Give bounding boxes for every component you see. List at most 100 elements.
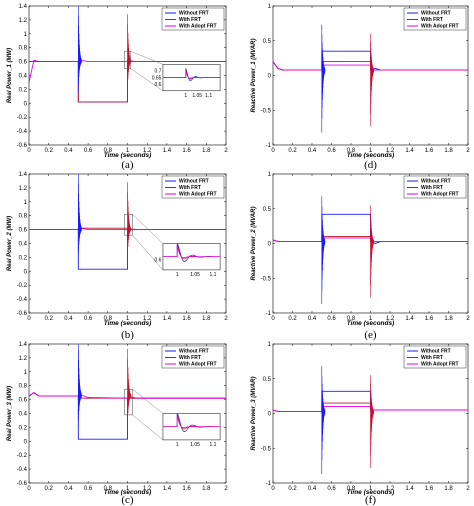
x-tick-label: 0.4 [308,316,317,322]
transient-burst [78,344,82,428]
inset-x-tick-label: 1.05 [192,93,202,99]
x-axis-label: Time (seconds) [104,489,152,496]
x-axis-label: Time (seconds) [347,320,395,327]
y-tick-label: 0.4 [19,242,28,248]
panel-label: (d) [364,159,377,171]
panel-label: (e) [364,329,377,341]
legend-entry: With Adopt FRT [179,362,217,368]
series-line-with-adopt-frt [273,237,468,242]
zoom-connector [132,389,164,414]
series-group [29,344,226,440]
series-line-with-adopt-frt [273,406,468,412]
series-line-with-adopt-frt [273,61,468,71]
y-tick-label: 0.6 [19,60,28,66]
x-tick-label: 1.4 [405,148,414,154]
x-tick-label: 0.6 [327,316,336,322]
x-tick-label: 1 [126,486,130,492]
y-tick-label: -1 [266,143,272,149]
series-group [29,174,226,270]
legend-entry: With FRT [179,355,201,361]
chart-panel-a: 0 0.2 0.4 0.6 0.8 1 1.2 1.4 1.6 1.8 2 -0.6 -0.4 -0.2 0… [7,4,228,171]
x-tick-label: 0.2 [45,148,54,154]
y-tick-label: 0.8 [19,46,28,52]
y-tick-label: 0 [24,101,28,107]
y-tick-label: -0.4 [17,467,28,473]
y-tick-label: -0.6 [17,143,28,149]
y-tick-label: 0.5 [263,207,272,213]
y-tick-label: 0 [24,269,28,275]
y-tick-label: 1.4 [19,172,28,178]
x-tick-label: 0.8 [347,486,356,492]
x-tick-label: 0.8 [347,148,356,154]
x-tick-label: 2 [224,486,228,492]
y-tick-label: -0.6 [17,311,28,317]
x-tick-label: 0 [27,148,31,154]
zoom-connector [130,68,164,91]
y-axis-label: Real Power_2 (MW) [7,216,13,271]
legend-entry: Without FRT [179,179,209,185]
legend-box [403,345,467,369]
series-group [273,196,468,304]
legend-entry: With FRT [421,17,443,23]
chart-panel-f: 0 0.2 0.4 0.6 0.8 1 1.2 1.4 1.6 1.8 2 -1 -0.5 0 0.5 1 Re… [251,342,470,506]
series-group [273,366,468,474]
chart-panel-d: 0 0.2 0.4 0.6 0.8 1 1.2 1.4 1.6 1.8 2 -1 -0.5 0 0.5 1 Re… [251,4,470,171]
inset-x-tick-label: 1 [176,272,179,278]
x-tick-label: 1.8 [202,316,211,322]
y-tick-label: -0.2 [17,115,28,121]
y-tick-label: -1 [266,311,272,317]
legend-entry: Without FRT [179,349,209,355]
legend-entry: Without FRT [421,349,451,355]
y-tick-label: 0 [268,242,272,248]
series-line-with-adopt-frt [29,392,226,399]
x-tick-label: 1.2 [143,486,152,492]
transient-burst [127,348,131,425]
inset-y-tick-label: 0.6 [155,257,162,263]
x-tick-label: 1.6 [182,486,191,492]
legend-entry: Without FRT [421,11,451,17]
x-tick-label: 1.6 [425,486,434,492]
series-line-with-adopt-frt [29,227,226,231]
legend-box [161,7,225,31]
y-tick-label: -0.2 [17,283,28,289]
y-tick-label: 0.2 [19,255,28,261]
x-axis-label: Time (seconds) [347,489,395,496]
y-tick-label: 1 [24,370,28,376]
x-axis-label: Time (seconds) [104,320,152,327]
series-group [273,24,468,133]
panel-label: (f) [365,494,376,506]
x-tick-label: 0.8 [104,316,113,322]
legend-box [161,175,225,199]
x-tick-label: 1 [126,316,130,322]
x-tick-label: 0 [27,486,31,492]
transient-burst [78,174,82,261]
y-tick-label: 1 [268,4,272,10]
x-tick-label: 2 [466,316,470,322]
y-tick-label: -0.2 [17,453,28,459]
x-tick-label: 1.2 [386,316,395,322]
zoom-region-box [124,214,133,236]
panel-label: (b) [121,329,134,341]
inset-x-tick-label: 1.1 [209,442,216,448]
y-tick-label: -0.5 [261,446,272,452]
y-tick-label: 0.8 [19,384,28,390]
legend-entry: With Adopt FRT [421,24,459,30]
x-tick-label: 0.2 [288,486,297,492]
inset-x-tick-label: 1.05 [190,272,200,278]
inset-series-line [163,416,221,428]
x-tick-label: 0 [271,486,275,492]
y-tick-label: 0.2 [19,425,28,431]
legend-entry: With FRT [421,355,443,361]
y-axis-label: Real Power_3 (MW) [7,386,13,441]
y-tick-label: -0.6 [17,481,28,487]
inset-x-tick-label: 1.1 [205,93,212,99]
x-tick-label: 0.4 [308,148,317,154]
x-tick-label: 2 [224,316,228,322]
x-tick-label: 1.4 [163,316,172,322]
x-tick-label: 1.2 [143,316,152,322]
zoom-connector [130,50,164,65]
y-axis-label: Reactive Power_3 (MVAR) [251,377,257,451]
panel-label: (c) [121,494,134,506]
x-tick-label: 0.2 [45,316,54,322]
y-tick-label: -0.4 [17,297,28,303]
